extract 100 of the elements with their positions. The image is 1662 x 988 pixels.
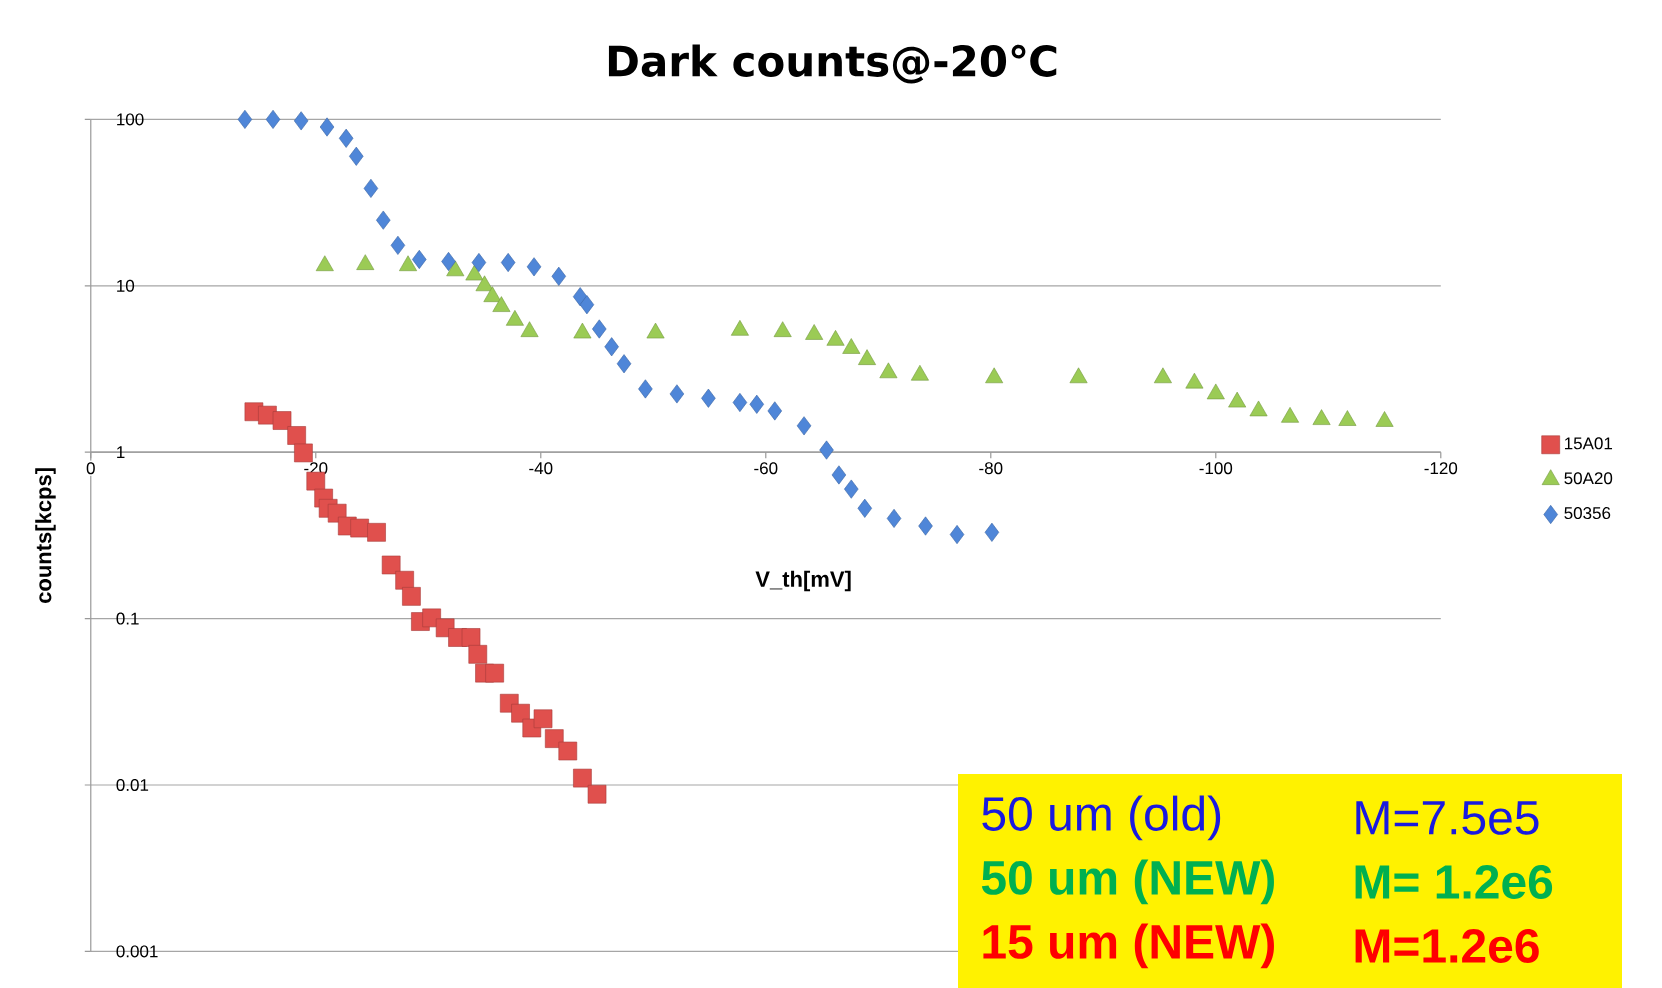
- point: [910, 364, 929, 381]
- point: [468, 645, 488, 664]
- annotation: M=7.5e5: [1356, 801, 1539, 835]
- point: [272, 411, 292, 430]
- y-tick-label: 1: [117, 446, 125, 459]
- point: [356, 254, 375, 270]
- point: [446, 260, 465, 277]
- point: [402, 587, 421, 606]
- point: [767, 401, 782, 421]
- point: [395, 570, 414, 590]
- x-tick-label: -120: [1424, 462, 1458, 475]
- point: [579, 295, 595, 315]
- legend-label: 15A01: [1564, 437, 1613, 450]
- x-tick-label: -80: [979, 462, 1003, 475]
- point: [551, 266, 566, 286]
- point: [500, 253, 516, 273]
- point: [749, 394, 764, 414]
- y-axis-title: counts[kcps]: [35, 468, 56, 603]
- point: [616, 354, 632, 374]
- point: [842, 338, 861, 354]
- point: [844, 479, 859, 499]
- point: [831, 465, 847, 485]
- point: [1206, 383, 1225, 400]
- point: [984, 522, 1000, 542]
- point: [858, 349, 876, 365]
- point: [483, 286, 502, 302]
- point: [1228, 391, 1247, 408]
- point: [805, 324, 824, 340]
- legend-label: 50356: [1564, 507, 1611, 520]
- point: [985, 367, 1004, 384]
- point: [381, 555, 401, 575]
- x-tick-label: 0: [86, 462, 95, 475]
- annotation: M= 1.2e6: [1355, 865, 1553, 899]
- y-tick-label: 0.001: [116, 945, 158, 958]
- point: [638, 379, 653, 399]
- point: [826, 330, 845, 346]
- point: [1249, 400, 1268, 417]
- y-tick-label: 0.01: [116, 778, 149, 791]
- point: [367, 523, 386, 542]
- point: [349, 146, 364, 166]
- point: [294, 443, 313, 463]
- point: [573, 768, 592, 788]
- legend-label: 50A20: [1564, 472, 1613, 485]
- point: [1375, 411, 1394, 427]
- point: [265, 109, 281, 129]
- x-axis-title: V_th[mV]: [755, 570, 851, 592]
- point: [879, 362, 898, 379]
- point: [604, 337, 619, 357]
- annotation: 50 um (old): [982, 795, 1221, 841]
- chart-title: Dark counts@-20℃: [608, 44, 1057, 84]
- annotation: M=1.2e6: [1355, 929, 1539, 963]
- point: [949, 525, 965, 545]
- point: [669, 384, 685, 404]
- point: [533, 709, 553, 729]
- point: [918, 516, 933, 536]
- point: [475, 275, 494, 292]
- point: [390, 235, 406, 255]
- point: [441, 251, 456, 271]
- point: [465, 264, 484, 281]
- point: [350, 518, 369, 538]
- point: [1185, 372, 1204, 389]
- point: [376, 210, 391, 230]
- point: [886, 508, 902, 528]
- point: [819, 440, 834, 460]
- point: [587, 784, 607, 804]
- point: [287, 426, 306, 445]
- point: [1153, 367, 1172, 384]
- point: [237, 109, 253, 129]
- point: [492, 296, 511, 312]
- annotation: 15 um (NEW): [983, 923, 1274, 969]
- x-tick-label: -60: [754, 462, 778, 475]
- point: [315, 255, 334, 272]
- point: [485, 663, 504, 683]
- point: [319, 117, 335, 137]
- point: [505, 310, 524, 326]
- point: [732, 392, 748, 412]
- point: [520, 321, 539, 337]
- y-tick-label: 100: [117, 113, 144, 126]
- y-tick-label: 0.1: [116, 612, 139, 625]
- point: [1281, 407, 1299, 423]
- x-tick-label: -40: [529, 462, 553, 475]
- point: [1069, 367, 1088, 384]
- point: [293, 111, 309, 131]
- point: [730, 320, 749, 336]
- point: [592, 319, 607, 339]
- point: [363, 178, 379, 198]
- y-tick-label: 10: [117, 279, 135, 292]
- point: [773, 321, 792, 337]
- point: [471, 253, 487, 273]
- x-tick-label: -100: [1199, 462, 1233, 475]
- annotation: 50 um (NEW): [981, 859, 1274, 905]
- point: [338, 128, 354, 148]
- point: [701, 388, 716, 408]
- point: [399, 255, 417, 272]
- point: [412, 249, 427, 269]
- point: [646, 322, 665, 339]
- point: [511, 703, 530, 723]
- point: [526, 257, 542, 277]
- point: [1312, 409, 1331, 425]
- point: [573, 322, 592, 339]
